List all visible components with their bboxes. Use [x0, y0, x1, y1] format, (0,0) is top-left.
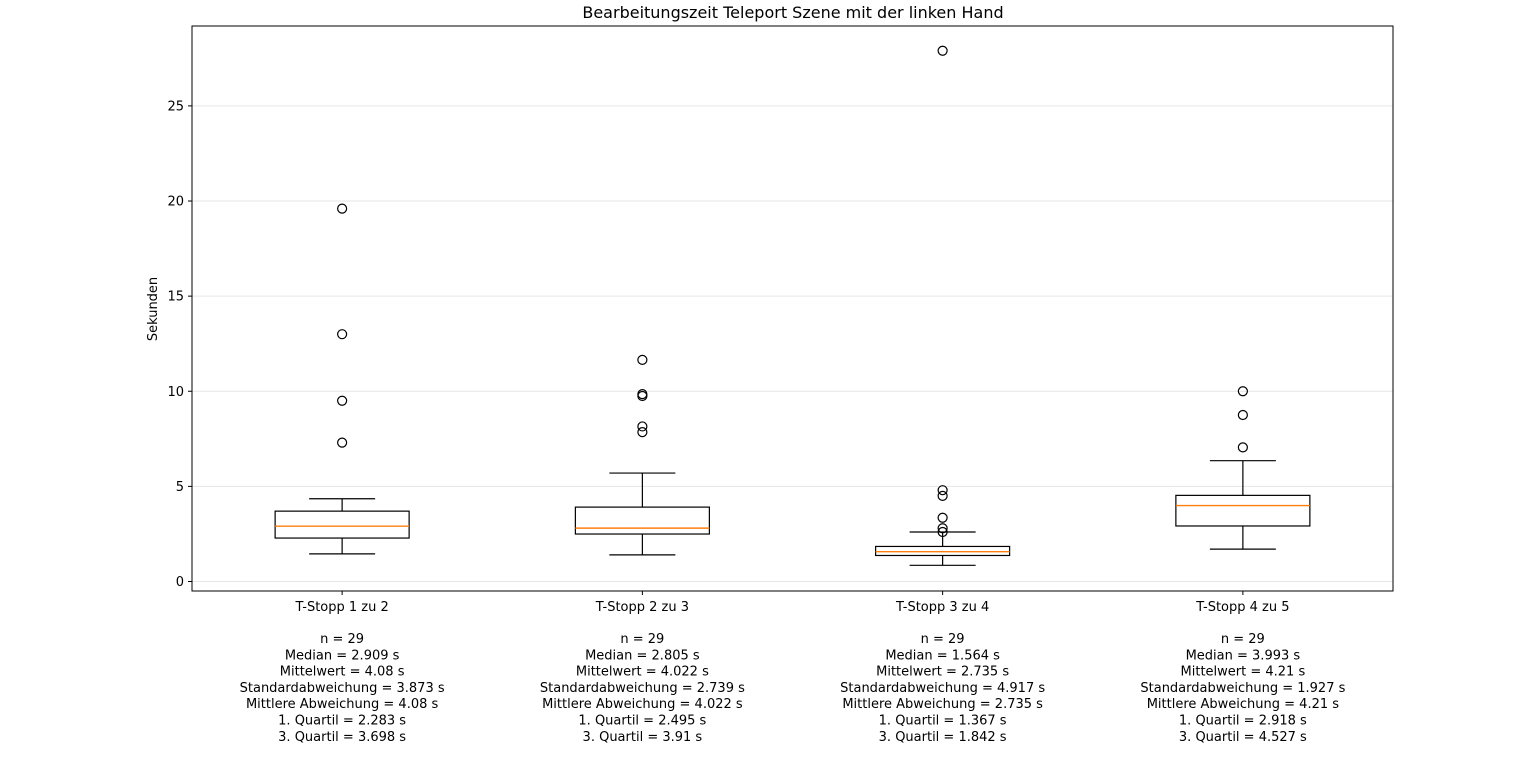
- chart-title: Bearbeitungszeit Teleport Szene mit der …: [582, 3, 1003, 22]
- stat-line: 3. Quartil = 4.527 s: [1179, 730, 1307, 745]
- y-axis: 0 5 10 15 20 25: [167, 99, 192, 590]
- outlier-point: [637, 421, 648, 432]
- iqr-box: [574, 506, 710, 535]
- y-tick-label: 5: [176, 480, 184, 495]
- x-axis: T-Stopp 1 zu 2 T-Stopp 2 zu 3 T-Stopp 3 zu…: [295, 591, 1290, 615]
- stat-line: Median = 2.805 s: [585, 648, 700, 663]
- outlier-point: [337, 437, 348, 448]
- stat-line: Standardabweichung = 2.739 s: [540, 681, 745, 696]
- outlier-point: [637, 427, 648, 438]
- stat-line: 1. Quartil = 1.367 s: [879, 714, 1007, 729]
- outlier-point: [937, 490, 948, 501]
- box-group: [574, 354, 710, 556]
- stat-line: Median = 1.564 s: [885, 648, 1000, 663]
- box-group: [274, 203, 410, 555]
- stat-line: Standardabweichung = 4.917 s: [840, 681, 1045, 696]
- stat-line: Mittlere Abweichung = 4.022 s: [542, 697, 743, 712]
- outlier-point: [937, 512, 948, 523]
- x-tick-label: T-Stopp 4 zu 5: [1195, 600, 1289, 615]
- stat-line: Standardabweichung = 3.873 s: [240, 681, 445, 696]
- box-group: [875, 45, 1011, 566]
- stat-line: 3. Quartil = 3.698 s: [278, 730, 406, 745]
- stat-line: Mittelwert = 2.735 s: [876, 665, 1009, 680]
- outlier-point: [937, 485, 948, 496]
- outlier-point: [337, 203, 348, 214]
- y-tick-label: 15: [167, 290, 184, 305]
- y-axis-label: Sekunden: [146, 277, 161, 341]
- stat-line: Mittelwert = 4.21 s: [1181, 665, 1306, 680]
- stat-line: 1. Quartil = 2.283 s: [278, 714, 406, 729]
- outlier-point: [337, 329, 348, 340]
- outlier-point: [937, 526, 948, 538]
- stat-line: Median = 2.909 s: [285, 648, 400, 663]
- x-tick-label: T-Stopp 1 zu 2: [295, 600, 389, 615]
- y-tick-label: 0: [176, 575, 184, 590]
- outlier-point: [937, 45, 948, 56]
- box-layer: [274, 45, 1311, 566]
- y-tick-label: 25: [167, 99, 184, 114]
- stat-line: Mittelwert = 4.08 s: [280, 665, 405, 680]
- stat-line: 1. Quartil = 2.918 s: [1179, 714, 1307, 729]
- outlier-point: [1237, 442, 1248, 453]
- stat-line: n = 29: [320, 632, 364, 647]
- outlier-point: [637, 354, 648, 365]
- y-tick-label: 20: [167, 195, 184, 210]
- iqr-box: [1175, 494, 1311, 527]
- iqr-box: [875, 545, 1011, 557]
- y-tick-label: 10: [167, 385, 184, 400]
- x-tick-label: T-Stopp 2 zu 3: [595, 600, 689, 615]
- outlier-point: [1237, 409, 1248, 421]
- stat-line: Median = 3.993 s: [1186, 648, 1301, 663]
- stat-line: 1. Quartil = 2.495 s: [578, 714, 706, 729]
- outlier-point: [637, 389, 648, 400]
- outlier-point: [1237, 386, 1248, 397]
- box-group: [1175, 386, 1311, 550]
- stat-line: Mittlere Abweichung = 4.08 s: [246, 697, 439, 712]
- stat-line: 3. Quartil = 1.842 s: [879, 730, 1007, 745]
- stat-line: 3. Quartil = 3.91 s: [583, 730, 703, 745]
- stat-line: n = 29: [620, 632, 664, 647]
- stat-line: Mittlere Abweichung = 2.735 s: [842, 697, 1043, 712]
- stat-line: Mittelwert = 4.022 s: [576, 665, 709, 680]
- stat-line: n = 29: [1221, 632, 1265, 647]
- grid-lines: [192, 105, 1393, 582]
- outlier-point: [337, 395, 348, 406]
- stat-line: n = 29: [921, 632, 965, 647]
- plot-frame: [191, 25, 1394, 592]
- stat-line: Standardabweichung = 1.927 s: [1140, 681, 1345, 696]
- stat-line: Mittlere Abweichung = 4.21 s: [1147, 697, 1340, 712]
- x-tick-label: T-Stopp 3 zu 4: [895, 600, 989, 615]
- outlier-point: [937, 523, 948, 534]
- iqr-box: [274, 510, 410, 539]
